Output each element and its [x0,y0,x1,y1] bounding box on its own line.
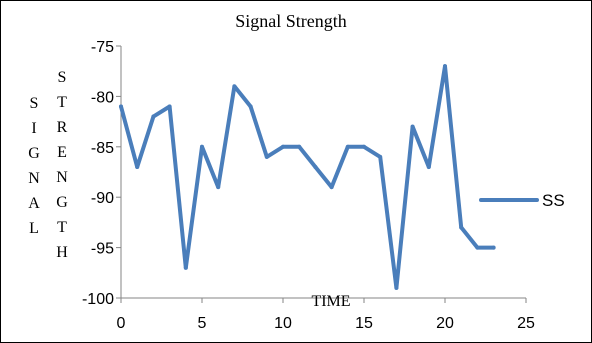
y-axis-label-letter: S [30,95,39,112]
x-tick-label: 25 [517,315,535,332]
x-tick-label: 0 [117,315,126,332]
data-point [135,164,140,169]
data-point [216,185,221,190]
data-point [232,84,237,89]
data-point [151,114,156,119]
y-axis-label-letter: G [56,194,68,211]
x-axis-label: TIME [311,293,350,310]
axes [116,45,527,303]
data-point [362,144,366,149]
y-axis-label-letter: A [28,195,40,212]
data-point [459,225,464,230]
data-point [443,64,447,69]
data-point [167,104,172,109]
data-point [248,104,253,109]
y-tick-label: -80 [91,89,114,106]
data-point [297,144,302,149]
legend-label-ss: SS [542,191,565,210]
series-lines [119,64,496,290]
x-tick-labels: 0 5 10 15 20 25 [117,315,535,332]
y-axis-label-letter: T [57,94,67,111]
chart-title: Signal Strength [235,11,347,31]
series-line-ss [119,64,496,290]
y-tick-label: -95 [91,241,114,258]
y-tick-labels: -75 -80 -85 -90 -95 -100 [82,39,114,308]
y-tick-label: -90 [91,190,114,207]
x-tick-label: 10 [274,315,292,332]
data-point [475,245,480,250]
data-point [200,144,204,149]
y-axis-label-letter: N [56,169,68,186]
data-point [264,154,269,159]
y-tick-label: -100 [82,291,114,308]
y-axis-label-letter: L [29,220,39,237]
y-axis-label-letter: T [57,219,67,236]
x-tick-label: 15 [355,315,373,332]
y-tick-label: -85 [91,140,114,157]
data-point [491,245,496,250]
y-axis-label-letter: E [57,144,67,161]
data-point [378,154,383,159]
data-point [329,185,334,190]
y-axis-label-letter: I [31,120,36,137]
data-point [183,265,188,270]
y-axis-label-letter: S [58,69,67,86]
data-point [313,164,318,169]
legend: SS [479,191,565,210]
y-axis-label-letter: G [28,145,40,162]
x-tick-label: 5 [198,315,207,332]
y-axis-label-letter: H [56,244,68,261]
data-point [345,144,350,149]
y-axis-label-letter: R [57,119,68,136]
y-axis-label-letter: N [28,170,40,187]
y-tick-label: -75 [91,39,114,56]
data-point [410,124,415,129]
data-point [119,104,123,109]
x-tick-label: 20 [436,315,454,332]
data-point [394,285,399,290]
data-point [281,144,285,149]
data-point [426,164,431,169]
